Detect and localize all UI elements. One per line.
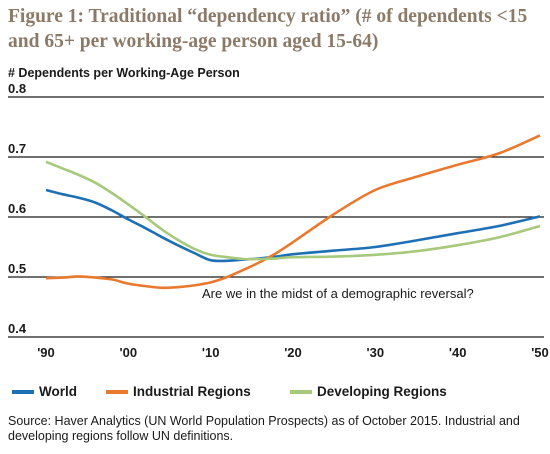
legend-swatch-world [12, 389, 34, 394]
y-tick-label: 0.5 [8, 261, 26, 276]
x-tick-label: '50 [531, 345, 549, 360]
gridlines [8, 96, 544, 338]
legend-item-world: World [12, 384, 77, 399]
y-tick-label: 0.4 [8, 321, 27, 336]
y-axis-label: # Dependents per Working-Age Person [8, 66, 240, 80]
legend-label-developing-regions: Developing Regions [317, 384, 447, 399]
legend-label-world: World [39, 384, 77, 399]
source-note: Source: Haver Analytics (UN World Popula… [8, 414, 520, 443]
series-line-world [45, 188, 541, 263]
series-line-developing-regions [45, 160, 541, 261]
chart-legend: World Industrial Regions Developing Regi… [0, 384, 550, 404]
x-tick-label: '40 [449, 345, 467, 360]
x-tick-label: '30 [367, 345, 385, 360]
legend-swatch-industrial-regions [106, 389, 128, 394]
x-tick-label: '10 [202, 345, 220, 360]
legend-item-industrial-regions: Industrial Regions [106, 384, 251, 399]
series-line-industrial-regions [45, 134, 541, 290]
y-tick-label: 0.8 [8, 81, 26, 96]
series-lines [45, 134, 541, 290]
y-tick-labels: 0.8 0.7 0.6 0.5 0.4 [8, 81, 27, 336]
legend-label-industrial-regions: Industrial Regions [133, 384, 251, 399]
legend-swatch-developing-regions [290, 389, 312, 394]
legend-item-developing-regions: Developing Regions [290, 384, 447, 399]
x-tick-label: '90 [37, 345, 55, 360]
x-tick-label: '00 [120, 345, 138, 360]
y-tick-label: 0.7 [8, 141, 26, 156]
x-tick-labels: '90 '00 '10 '20 '30 '40 '50 [37, 345, 549, 360]
chart-annotation: Are we in the midst of a demographic rev… [202, 286, 474, 301]
x-tick-label: '20 [284, 345, 302, 360]
y-tick-label: 0.6 [8, 201, 26, 216]
chart-title: Figure 1: Traditional “dependency ratio”… [8, 6, 528, 52]
